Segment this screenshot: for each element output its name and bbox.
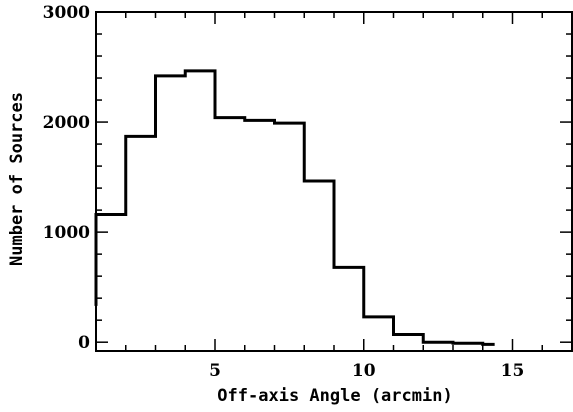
x-tick-label: 15 [501, 361, 525, 381]
y-tick-label: 3000 [43, 3, 90, 23]
histogram-bars [94, 69, 495, 346]
axis-ticks [95, 11, 573, 351]
y-tick-label: 0 [78, 333, 90, 353]
tick-labels: 5 10 15 0 1000 2000 3000 [43, 3, 525, 381]
y-tick-label: 2000 [43, 113, 90, 133]
x-tick-label: 10 [352, 361, 376, 381]
x-axis-title: Off-axis Angle (arcmin) [217, 386, 452, 406]
histogram-outline [94, 69, 495, 346]
x-tick-label: 5 [209, 361, 221, 381]
y-tick-label: 1000 [43, 223, 90, 243]
y-axis-title: Number of Sources [7, 92, 27, 266]
